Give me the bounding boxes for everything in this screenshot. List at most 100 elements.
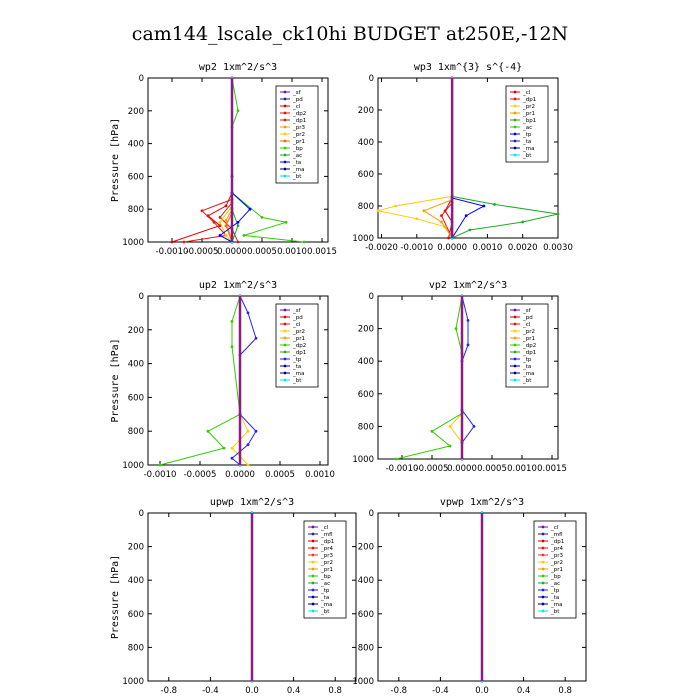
x-tick-label: -0.4 (432, 686, 449, 696)
legend-entry: _ta (522, 139, 531, 145)
series-dp2 (182, 76, 234, 244)
legend-entry: _pr2 (550, 560, 563, 566)
panel-vpwp: vpwp 1xm^2/s^3 0 200 400 600 800 1000 -0.8 -0.4 0… (352, 497, 587, 696)
legend-entry: _ac (292, 153, 302, 159)
legend-entry: _pr2 (292, 132, 305, 138)
legend-marker (283, 160, 287, 164)
legend-entry: _pr1 (550, 567, 563, 573)
legend-marker (513, 90, 517, 94)
series-point (440, 214, 443, 218)
x-tick-label: 0.0000 (437, 243, 467, 253)
series-tp (450, 76, 486, 240)
legend-marker (311, 609, 315, 613)
legend: _sf_pd_cl_dp2_dp1_pr3_pr2_pr1_bp_ac_ta_m… (275, 85, 319, 184)
legend-marker (311, 595, 315, 599)
series-point (236, 109, 240, 113)
y-tick-label: 200 (358, 106, 374, 116)
legend-entry: _dp1 (320, 539, 334, 545)
series-point (466, 343, 470, 347)
legend-box (303, 520, 347, 619)
y-tick-label: 800 (128, 427, 144, 437)
series-point (206, 429, 210, 433)
legend: _cl_mfl_dp1_pr4_pr3_pr2_pr1_bp_ac_tp_ta_… (303, 520, 347, 619)
x-tick-label: 0.0000 (225, 470, 255, 480)
legend-entry: _dp2 (292, 343, 306, 349)
legend-marker (283, 125, 287, 129)
legend-entry: _dp1 (292, 118, 306, 124)
series-line (449, 296, 463, 459)
legend-marker (513, 153, 517, 157)
x-tick-label: 0.4 (517, 686, 531, 696)
x-tick-label: 0.8 (328, 686, 342, 696)
series-line (159, 295, 241, 466)
legend-marker (283, 378, 287, 382)
legend-marker (283, 371, 287, 375)
legend-marker (513, 343, 517, 347)
panel-title: wp3 1xm^{3} s^{-4} (414, 62, 522, 73)
legend-marker (283, 343, 287, 347)
legend-entry: _bt (550, 609, 560, 615)
x-tick-label: 0.0000 (217, 247, 247, 257)
y-tick-label: 200 (358, 325, 374, 335)
x-tick-label: -0.0010 (144, 470, 177, 480)
series-point (376, 209, 380, 213)
legend-entry: _bt (522, 378, 532, 384)
series-point (394, 457, 398, 461)
legend-entry: _pr1 (522, 336, 535, 342)
legend-entry: _ac (320, 581, 330, 587)
series-line (231, 77, 305, 243)
y-tick-label: 600 (128, 610, 144, 620)
y-tick-label: 0 (369, 509, 374, 519)
series-point (224, 224, 228, 228)
legend-marker (513, 308, 517, 312)
y-tick-label: 1000 (122, 461, 144, 471)
series-point (254, 429, 258, 433)
y-tick-label: 0 (139, 74, 144, 84)
legend-marker (311, 525, 315, 529)
legend-marker (283, 322, 287, 326)
series-point (254, 336, 258, 340)
series-point (248, 207, 252, 211)
x-tick-label: 0.0005 (247, 247, 277, 257)
legend-entry: _cl (292, 104, 301, 110)
y-tick-label: 800 (128, 643, 144, 653)
legend-entry: _pr4 (550, 546, 564, 552)
panels: wp2 1xm^2/s^3 Pressure [hPa] 0 200 400 600 800… (110, 62, 587, 696)
legend-entry: _bp (550, 574, 561, 580)
legend-entry: _pr2 (292, 329, 305, 335)
legend-marker (513, 322, 517, 326)
legend-marker (311, 546, 315, 550)
legend-marker (311, 553, 315, 557)
y-tick-label: 400 (358, 138, 374, 148)
series-point (170, 240, 174, 244)
y-tick-label: 1000 (122, 677, 144, 687)
legend-marker (513, 97, 517, 101)
y-tick-label: 1000 (352, 677, 374, 687)
legend-marker (283, 90, 287, 94)
series-dp2 (158, 294, 242, 467)
legend-marker (541, 581, 545, 585)
series-point (212, 220, 216, 224)
x-tick-label: -0.8 (161, 686, 178, 696)
legend-entry: _pr2 (320, 560, 333, 566)
legend-marker (513, 118, 517, 122)
legend-marker (513, 125, 517, 129)
legend-marker (283, 167, 287, 171)
y-tick-label: 1000 (122, 238, 144, 248)
series-point (222, 446, 226, 450)
series-point (158, 463, 162, 467)
legend-entry: _pr3 (292, 125, 306, 131)
y-tick-label: 600 (358, 390, 374, 400)
legend-entry: _ma (292, 371, 304, 377)
x-tick-label: -0.4 (202, 686, 219, 696)
x-tick-label: 0.0005 (265, 470, 295, 480)
legend-entry: _pd (292, 315, 303, 321)
x-tick-label: 0.0015 (307, 247, 337, 257)
legend-entry: _pr3 (320, 553, 334, 559)
legend-entry: _ma (292, 167, 304, 173)
legend: _cl_dp1_pr2_pr1_bp1_ac_tp_ta_ma_bt (505, 85, 549, 163)
legend-entry: _bp1 (522, 118, 536, 124)
series-point (224, 234, 228, 237)
legend-marker (283, 97, 287, 101)
